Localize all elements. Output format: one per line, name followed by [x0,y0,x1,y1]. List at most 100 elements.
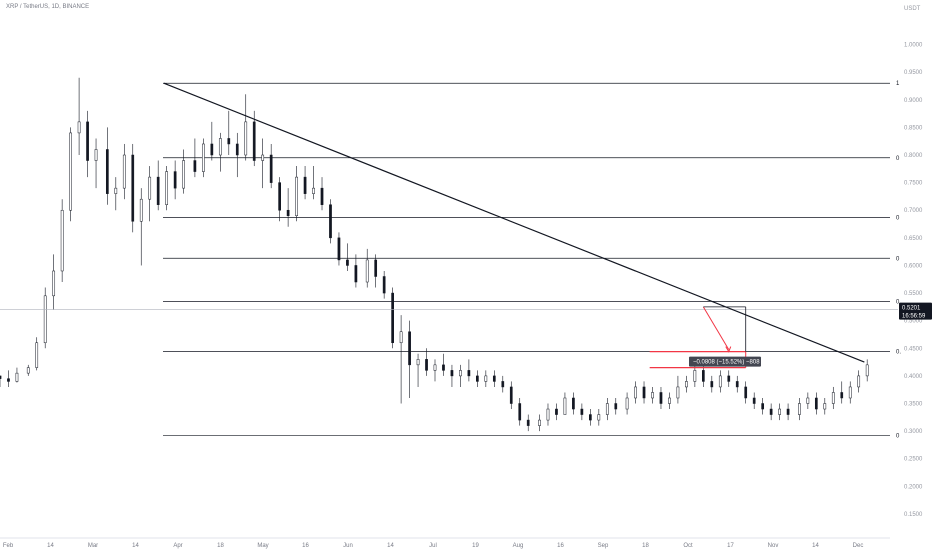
y-tick-label: 0.9500 [904,70,923,76]
candle [295,176,298,217]
candle [744,386,748,399]
candle [278,182,281,211]
candle [442,364,445,371]
candle [320,187,324,205]
y-tick-label: 0.8500 [904,125,923,131]
candle [761,403,765,410]
candle [659,392,663,404]
candle [710,381,714,388]
horizontal-levels: 1 0 0 0 0 0. 0 [163,81,901,440]
candle [346,259,349,266]
level-label: 0. [896,350,901,356]
candle [798,403,801,415]
candle [605,403,609,415]
x-axis: Feb 14 Mar 14 Apr 18 May 16 Jun 14 Jul 19 Aug 16 Sep 18… [0,537,890,549]
candle [538,419,541,426]
candle [303,176,307,194]
candle [769,408,773,415]
candle [467,370,471,377]
x-tick-label: 18 [217,543,224,549]
candle [806,397,810,404]
candle [286,209,290,217]
drop-arrow[interactable] [702,306,730,350]
candle [193,160,197,172]
candle [668,397,671,404]
candle [831,392,835,404]
trend-line[interactable] [163,82,865,363]
y-tick-label: 0.7500 [904,181,923,187]
candle [131,154,135,222]
candle [459,370,462,377]
candle [642,386,646,399]
x-tick-label: May [257,543,268,549]
candle [857,375,861,388]
candle [693,370,697,382]
level-label: 0 [896,434,900,440]
candle [476,375,479,382]
candle [165,171,169,205]
y-tick-label: 0.6500 [904,236,923,242]
x-tick-label: 14 [47,543,54,549]
candle [518,403,522,421]
candle [676,386,680,399]
candle [555,408,558,415]
candle [173,171,177,189]
candle [43,295,47,344]
candle [778,408,781,415]
candle [182,160,185,189]
candle [337,237,341,261]
candle [139,198,143,222]
candle [69,132,72,211]
candle [218,138,222,156]
x-tick-label: 14 [387,543,394,549]
y-tick-label: 0.3500 [904,402,923,408]
candle [597,414,601,421]
x-tick-label: 14 [132,543,139,549]
candle [701,370,705,382]
candle [35,342,39,368]
candle [382,276,386,294]
x-tick-label: Aug [513,543,524,549]
candle [399,331,403,344]
candle [651,392,654,399]
level-label: 0 [896,256,900,262]
candle [374,259,378,277]
candle [727,375,731,382]
candle [365,259,369,283]
candle [7,378,10,382]
candle [15,372,19,382]
candle [634,386,637,399]
candle [227,138,231,145]
level-label: 1 [896,81,900,87]
y-tick-label: 0.7000 [904,208,923,214]
y-tick-label: 1.0000 [904,43,923,49]
candle [848,386,852,399]
candle [572,397,575,410]
candle [202,143,205,172]
x-tick-label: Feb [3,543,14,549]
x-tick-label: 18 [642,543,649,549]
x-tick-label: 14 [812,543,819,549]
candle [122,154,126,189]
y-tick-label: 0.2500 [904,457,923,463]
candle [546,408,550,421]
candle [0,375,2,379]
candle [105,149,109,194]
x-tick-label: Jul [429,543,437,549]
level-label: 0 [896,215,900,221]
candle [252,121,256,161]
candle [501,381,505,388]
y-tick-label: 0.5500 [904,291,923,297]
y-tick-label: 0.6000 [904,263,923,269]
candle [77,121,81,134]
candle [492,375,496,382]
candle [156,176,160,205]
candle [509,386,513,404]
last-price-value: 0.5201 [902,306,921,312]
axis-currency-label: USDT [904,6,921,12]
last-price-tag: 0.5201 16:56:59 [899,302,932,320]
candle [329,204,332,239]
candle [865,364,869,377]
y-tick-label: 0.4000 [904,374,923,380]
